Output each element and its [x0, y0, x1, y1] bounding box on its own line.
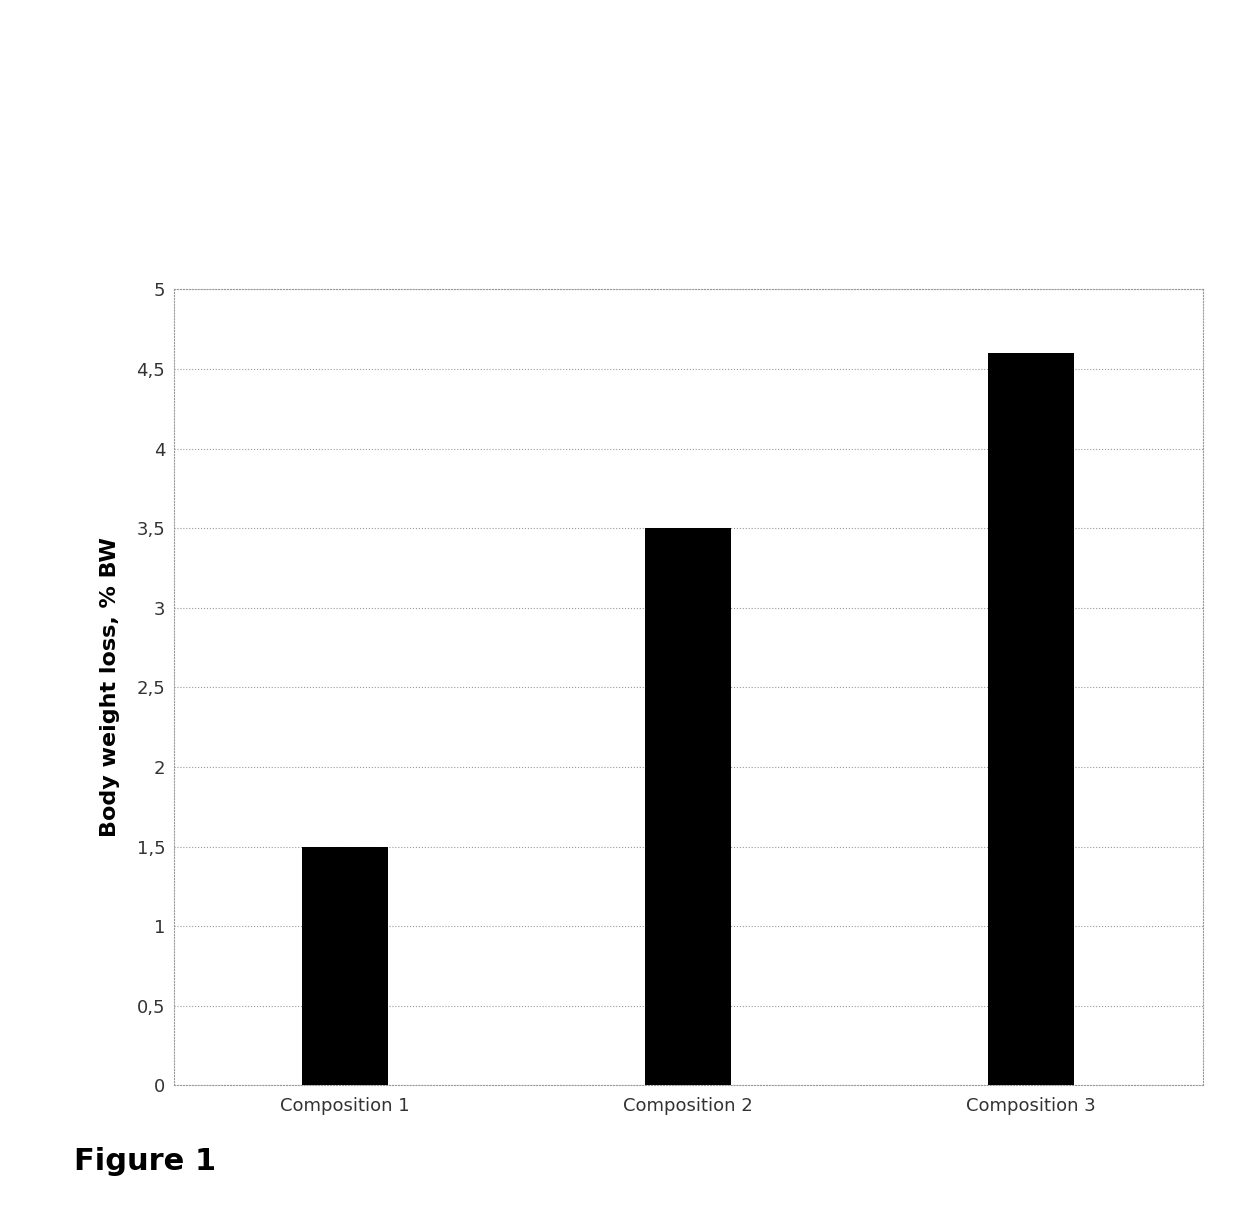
Bar — [303, 847, 388, 1085]
Y-axis label: Body weight loss, % BW: Body weight loss, % BW — [100, 538, 120, 837]
Text: Figure 1: Figure 1 — [74, 1147, 217, 1176]
Bar — [645, 528, 732, 1085]
Bar — [988, 353, 1074, 1085]
